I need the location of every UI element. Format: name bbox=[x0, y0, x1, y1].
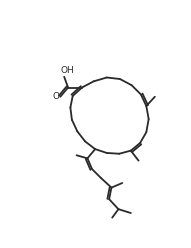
Text: OH: OH bbox=[60, 66, 74, 75]
Text: O: O bbox=[53, 92, 60, 101]
